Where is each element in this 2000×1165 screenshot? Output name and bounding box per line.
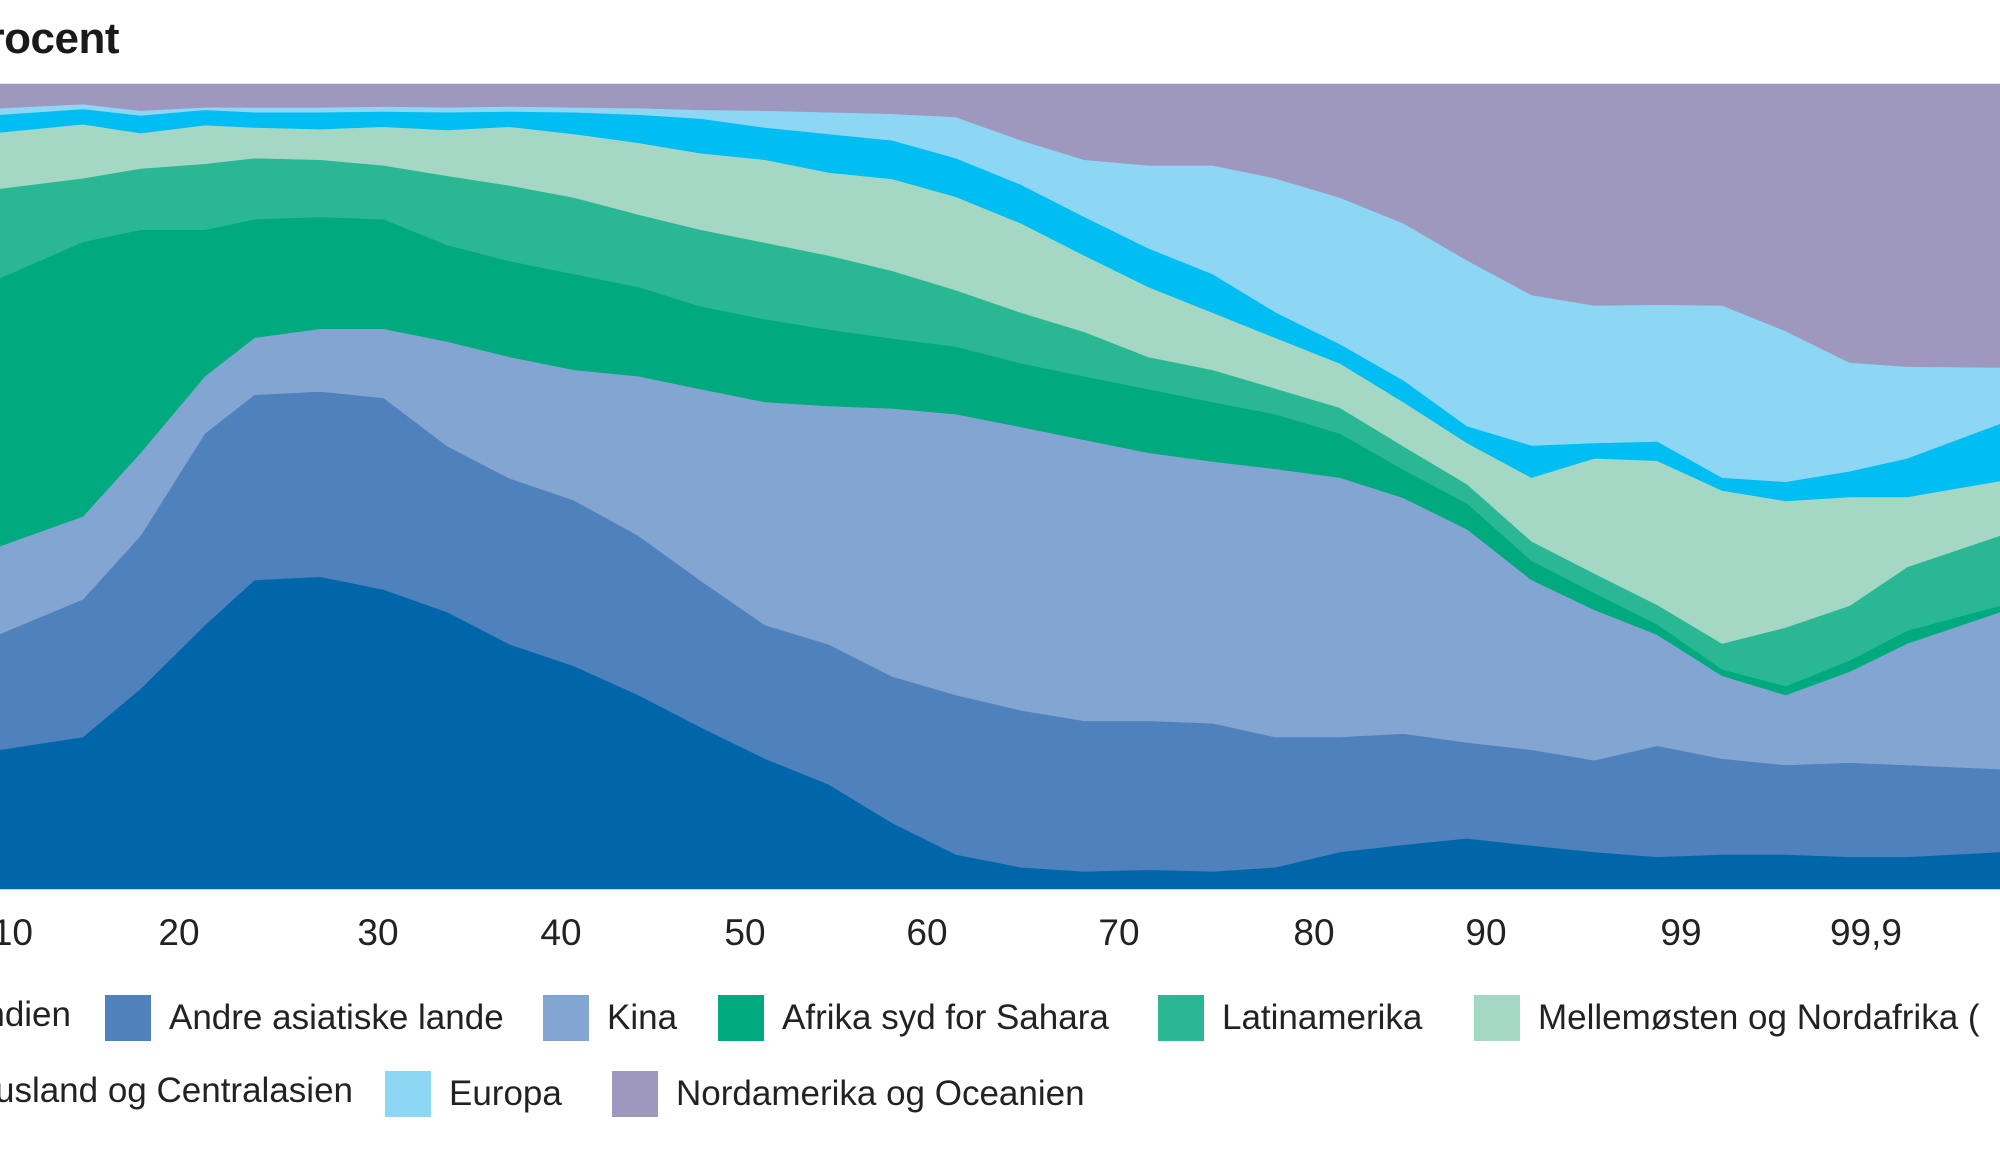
legend-item-rusland-og-centralasien: Rusland og Centralasien [0, 1071, 353, 1111]
x-tick-label: 50 [724, 912, 765, 953]
legend-label: Afrika syd for Sahara [782, 998, 1109, 1037]
x-tick-label: 80 [1293, 912, 1334, 953]
legend-swatch [718, 995, 764, 1041]
area-nordamerika-og-oceanien [0, 83, 2000, 368]
legend-item-kina: Kina [543, 995, 677, 1041]
legend-swatch [105, 995, 151, 1041]
x-tick-label: 30 [357, 912, 398, 953]
x-tick-label: 10 [0, 912, 33, 953]
x-axis-tick-labels: 10 20 30 40 50 60 70 80 90 99 99,9 [0, 912, 1902, 953]
legend-item-mellemoesten-og-nordafrika: Mellemøsten og Nordafrika ( [1474, 995, 1980, 1041]
legend-swatch [1474, 995, 1520, 1041]
legend-item-afrika-syd-for-sahara: Afrika syd for Sahara [718, 995, 1109, 1041]
x-tick-label: 90 [1465, 912, 1506, 953]
legend-label: Nordamerika og Oceanien [676, 1074, 1085, 1113]
legend-label: Indien [0, 995, 71, 1034]
legend-item-nordamerika-og-oceanien: Nordamerika og Oceanien [612, 1071, 1085, 1117]
x-tick-label: 70 [1098, 912, 1139, 953]
legend-item-europa: Europa [385, 1071, 562, 1117]
legend-swatch [612, 1071, 658, 1117]
x-tick-label: 99 [1660, 912, 1701, 953]
legend-label: Rusland og Centralasien [0, 1071, 353, 1110]
x-tick-label: 99,9 [1830, 912, 1902, 953]
legend-label: Latinamerika [1222, 998, 1423, 1037]
x-tick-label: 60 [906, 912, 947, 953]
legend-label: Europa [449, 1074, 562, 1113]
legend-label: Andre asiatiske lande [169, 998, 504, 1037]
legend-item-andre-asiatiske-lande: Andre asiatiske lande [105, 995, 504, 1041]
legend-label: Mellemøsten og Nordafrika ( [1538, 998, 1980, 1037]
legend-swatch [543, 995, 589, 1041]
legend-label: Kina [607, 998, 678, 1037]
legend-item-latinamerika: Latinamerika [1158, 995, 1422, 1041]
chart-title: Procent [0, 14, 120, 63]
legend-swatch [385, 1071, 431, 1117]
area-layers [0, 83, 2000, 890]
x-tick-label: 40 [540, 912, 581, 953]
x-tick-label: 20 [158, 912, 199, 953]
legend-item-indien: Indien [0, 995, 71, 1035]
legend-swatch [1158, 995, 1204, 1041]
